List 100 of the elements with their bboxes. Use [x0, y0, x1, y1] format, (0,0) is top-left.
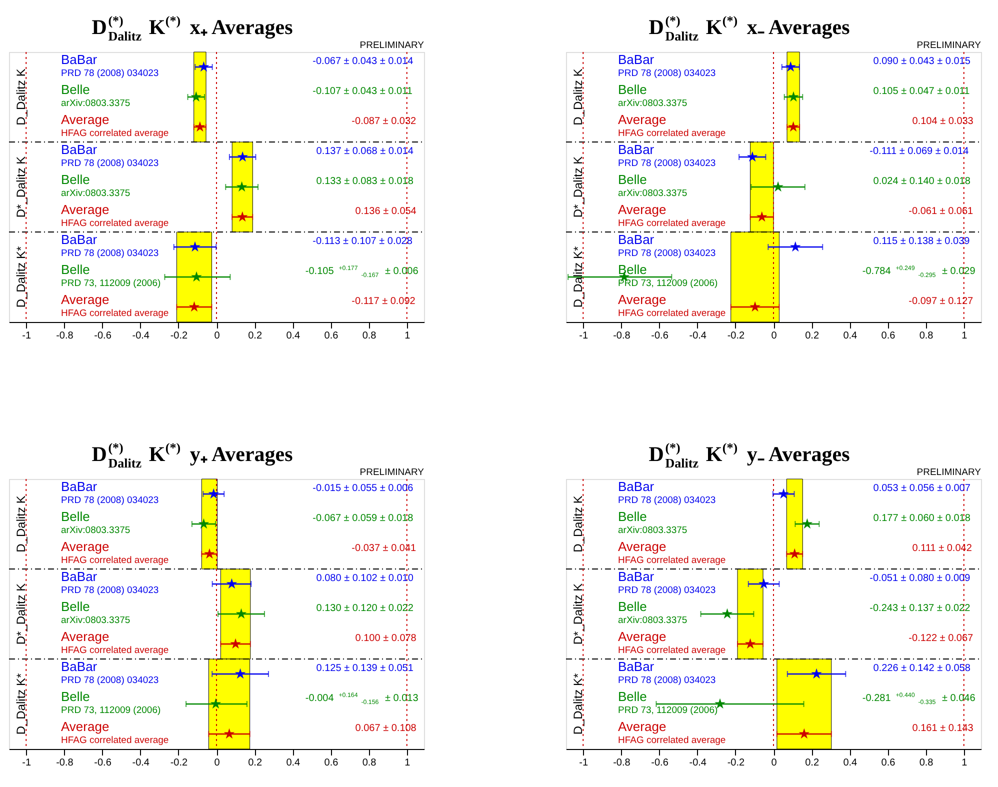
annotation: 0.133 ± 0.083 ± 0.018	[316, 176, 414, 187]
annotation: arXiv:0803.3375	[618, 525, 688, 536]
point	[722, 608, 733, 619]
point	[790, 241, 801, 252]
x-tick-label: -1	[22, 758, 32, 768]
text: Belle	[618, 172, 647, 187]
x-tick-label: 0	[771, 330, 778, 342]
x-tick-label: -0.6	[651, 330, 669, 342]
annotation: -0.061 ± 0.061	[908, 206, 974, 217]
annotation: HFAG correlated average	[618, 555, 726, 566]
annotation: PRD 73, 112009 (2006)	[61, 705, 161, 716]
annotation: -0.051 ± 0.080 ± 0.009	[870, 573, 971, 584]
point	[194, 121, 206, 132]
point	[191, 271, 202, 282]
text: Average	[61, 112, 110, 127]
x-tick-label: 0.6	[881, 330, 896, 342]
annotation: PRD 78 (2008) 034023	[618, 585, 716, 596]
annotation: HFAG correlated average	[61, 308, 169, 319]
text: Belle	[618, 509, 647, 524]
text: Belle	[61, 172, 90, 187]
annotation: PRD 78 (2008) 034023	[61, 248, 159, 259]
annotation: HFAG correlated average	[618, 308, 726, 319]
x-tick-label: 1	[962, 758, 968, 768]
x-tick-label: -1	[579, 330, 589, 342]
text: BaBar	[618, 479, 654, 494]
annotation: 0.090 ± 0.043 ± 0.015	[873, 56, 971, 67]
text: BaBar	[618, 142, 655, 157]
annotation: arXiv:0803.3375	[61, 98, 130, 109]
x-tick-label: -0.6	[94, 330, 112, 342]
x-tick-label: -0.4	[132, 758, 150, 768]
text: BaBar	[61, 479, 98, 494]
annotation: -0.067 ± 0.043 ± 0.014	[312, 56, 414, 67]
text: PRELIMINARY	[916, 467, 982, 478]
annotation: -0.117 ± 0.092	[352, 296, 416, 307]
x-tick-label: -0.6	[94, 758, 112, 768]
text: BaBar	[61, 52, 98, 67]
point	[236, 181, 248, 192]
point	[746, 151, 758, 162]
annotation: D_Dalitz K*	[14, 246, 28, 308]
point	[208, 488, 220, 499]
text: Belle	[61, 262, 90, 277]
annotation: arXiv:0803.3375	[61, 615, 130, 626]
x-tick-label: 0.2	[248, 330, 262, 342]
annotation: -0.243 ± 0.137 ± 0.022	[870, 603, 971, 614]
point	[758, 578, 770, 589]
annotation: -0.111 ± 0.069 ± 0.014	[870, 146, 970, 157]
text: BaBar	[61, 659, 98, 674]
annotation: PRD 78 (2008) 034023	[61, 675, 159, 686]
annotation: 0.080 ± 0.102 ± 0.010	[316, 573, 414, 584]
annotation: -0.113 ± 0.107 ± 0.028	[312, 236, 413, 247]
annotation: PRD 78 (2008) 034023	[618, 158, 716, 169]
annotation: 0.111 ± 0.042	[912, 543, 972, 554]
annotation: 0.115 ± 0.138 ± 0.039	[873, 236, 970, 247]
annotation: PRD 78 (2008) 034023	[618, 675, 716, 686]
annotation: PRD 78 (2008) 034023	[618, 68, 716, 79]
point	[789, 548, 800, 559]
text: Average	[61, 202, 110, 217]
annotation: 0.100 ± 0.078	[355, 633, 417, 644]
annotation: HFAG correlated average	[618, 128, 726, 139]
x-tick-label: 0.4	[843, 758, 858, 768]
x-tick-label: -0.2	[727, 330, 745, 342]
annotation: 0.161 ± 0.143	[912, 723, 974, 734]
annotation: -0.087 ± 0.032	[352, 116, 417, 127]
annotation: HFAG correlated average	[61, 555, 169, 566]
text: Average	[618, 719, 666, 734]
annotation: 0.130 ± 0.120 ± 0.022	[316, 603, 414, 614]
annotation: -0.107 ± 0.043 ± 0.011	[312, 86, 413, 97]
annotation: 0.104 ± 0.033	[912, 116, 974, 127]
text: Average	[61, 539, 110, 554]
x-tick-label: 0	[771, 758, 778, 768]
x-tick-label: 0.8	[919, 758, 934, 768]
text: Average	[61, 719, 110, 734]
annotation: 0.137 ± 0.068 ± 0.014	[316, 146, 414, 157]
text: BaBar	[618, 569, 655, 584]
point	[802, 518, 813, 529]
text: Average	[618, 202, 666, 217]
x-tick-label: -0.2	[170, 758, 188, 768]
text: BaBar	[618, 232, 654, 247]
point	[785, 61, 796, 72]
x-tick-label: 0.6	[881, 758, 896, 768]
point	[198, 61, 210, 72]
annotation: D_Dalitz K	[14, 496, 28, 552]
annotation: arXiv:0803.3375	[61, 525, 130, 536]
x-tick-label: 1	[962, 330, 968, 342]
x-tick-label: 0.2	[805, 758, 820, 768]
annotation: D*_Dalitz K	[571, 156, 585, 218]
point	[778, 488, 790, 499]
x-tick-label: 0.6	[324, 758, 339, 768]
annotation: HFAG correlated average	[61, 128, 169, 139]
text: Average	[61, 629, 110, 644]
point	[798, 728, 810, 739]
point	[234, 668, 246, 679]
x-tick-label: 0.2	[805, 330, 820, 342]
x-tick-label: -1	[579, 758, 589, 768]
x-tick-label: 0.4	[286, 758, 301, 768]
annotation: 0.053 ± 0.056 ± 0.007	[873, 483, 971, 494]
x-tick-label: 0.8	[919, 330, 934, 342]
annotation: HFAG correlated average	[618, 218, 726, 229]
annotation: D_Dalitz K	[571, 496, 585, 552]
point	[204, 548, 215, 559]
